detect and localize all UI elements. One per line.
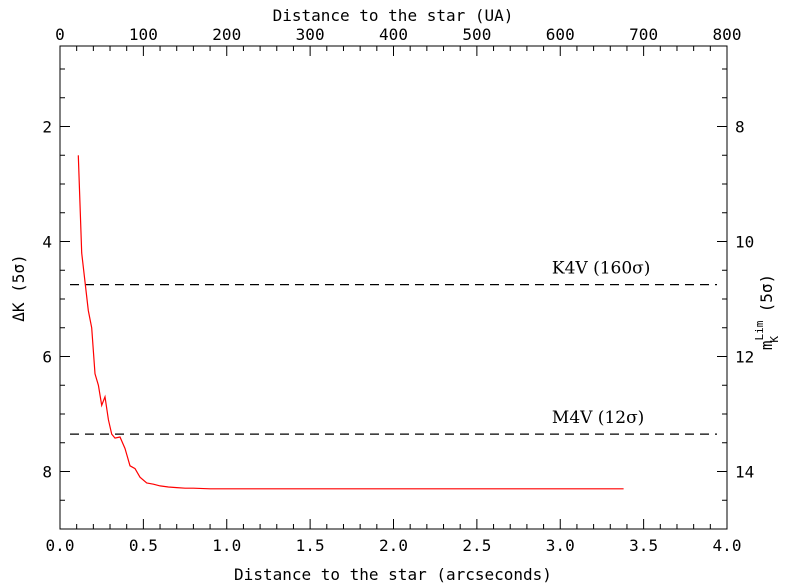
y-right-ticks: 8 10 12 14	[717, 68, 754, 530]
x-top-tick-label: 800	[713, 25, 742, 44]
y-left-tick-label: 4	[42, 233, 52, 252]
x-top-tick-label: 100	[129, 25, 158, 44]
y-right-title-sup: Lim	[753, 320, 766, 340]
contrast-curve-line	[77, 155, 624, 490]
x-bottom-tick-label: 2.5	[462, 536, 491, 555]
y-right-tick-label: 10	[735, 233, 754, 252]
x-bottom-tick-label: 0.0	[46, 536, 75, 555]
y-left-tick-label: 2	[42, 118, 52, 137]
x-bottom-ticks: 0.0 0.5 1.0 1.5 2.0 2.5 3.0 3.5 4.0	[46, 519, 742, 555]
x-top-tick-label: 600	[546, 25, 575, 44]
plot-frame	[59, 45, 728, 530]
y-left-tick-label: 8	[42, 463, 52, 482]
y-right-title-main: m	[757, 341, 776, 351]
y-left-ticks: 2 4 6 8	[42, 68, 70, 530]
reference-line-label: K4V (160σ)	[552, 259, 651, 279]
x-top-tick-label: 200	[212, 25, 241, 44]
y-right-title-tail: (5σ)	[757, 274, 776, 322]
x-bottom-tick-label: 3.0	[546, 536, 575, 555]
y-left-tick-label: 6	[42, 348, 52, 367]
y-right-title-sub: K	[768, 336, 781, 343]
y-right-axis-title: mLim K (5σ)	[753, 274, 781, 350]
reference-line-label: M4V (12σ)	[552, 408, 644, 428]
y-right-tick-label: 14	[735, 463, 754, 482]
series-group	[77, 155, 624, 490]
x-top-tick-label: 300	[296, 25, 325, 44]
x-bottom-axis-title: Distance to the star (arcseconds)	[234, 565, 552, 584]
x-top-axis-title: Distance to the star (UA)	[273, 6, 514, 25]
x-bottom-tick-label: 0.5	[129, 536, 158, 555]
x-bottom-tick-label: 4.0	[713, 536, 742, 555]
x-top-tick-label: 700	[629, 25, 658, 44]
x-bottom-tick-label: 1.0	[212, 536, 241, 555]
y-right-tick-label: 12	[735, 348, 754, 367]
x-top-tick-label: 500	[462, 25, 491, 44]
reference-lines: K4V (160σ) M4V (12σ)	[70, 259, 717, 435]
x-top-tick-label: 0	[55, 25, 65, 44]
x-top-ticks: 0 100 200 300 400 500 600 700 800	[55, 25, 741, 56]
x-bottom-tick-label: 2.0	[379, 536, 408, 555]
y-right-tick-label: 8	[735, 118, 745, 137]
x-top-tick-label: 400	[379, 25, 408, 44]
x-bottom-tick-label: 3.5	[629, 536, 658, 555]
y-left-axis-title: ΔK (5σ)	[9, 254, 28, 321]
x-bottom-tick-label: 1.5	[296, 536, 325, 555]
